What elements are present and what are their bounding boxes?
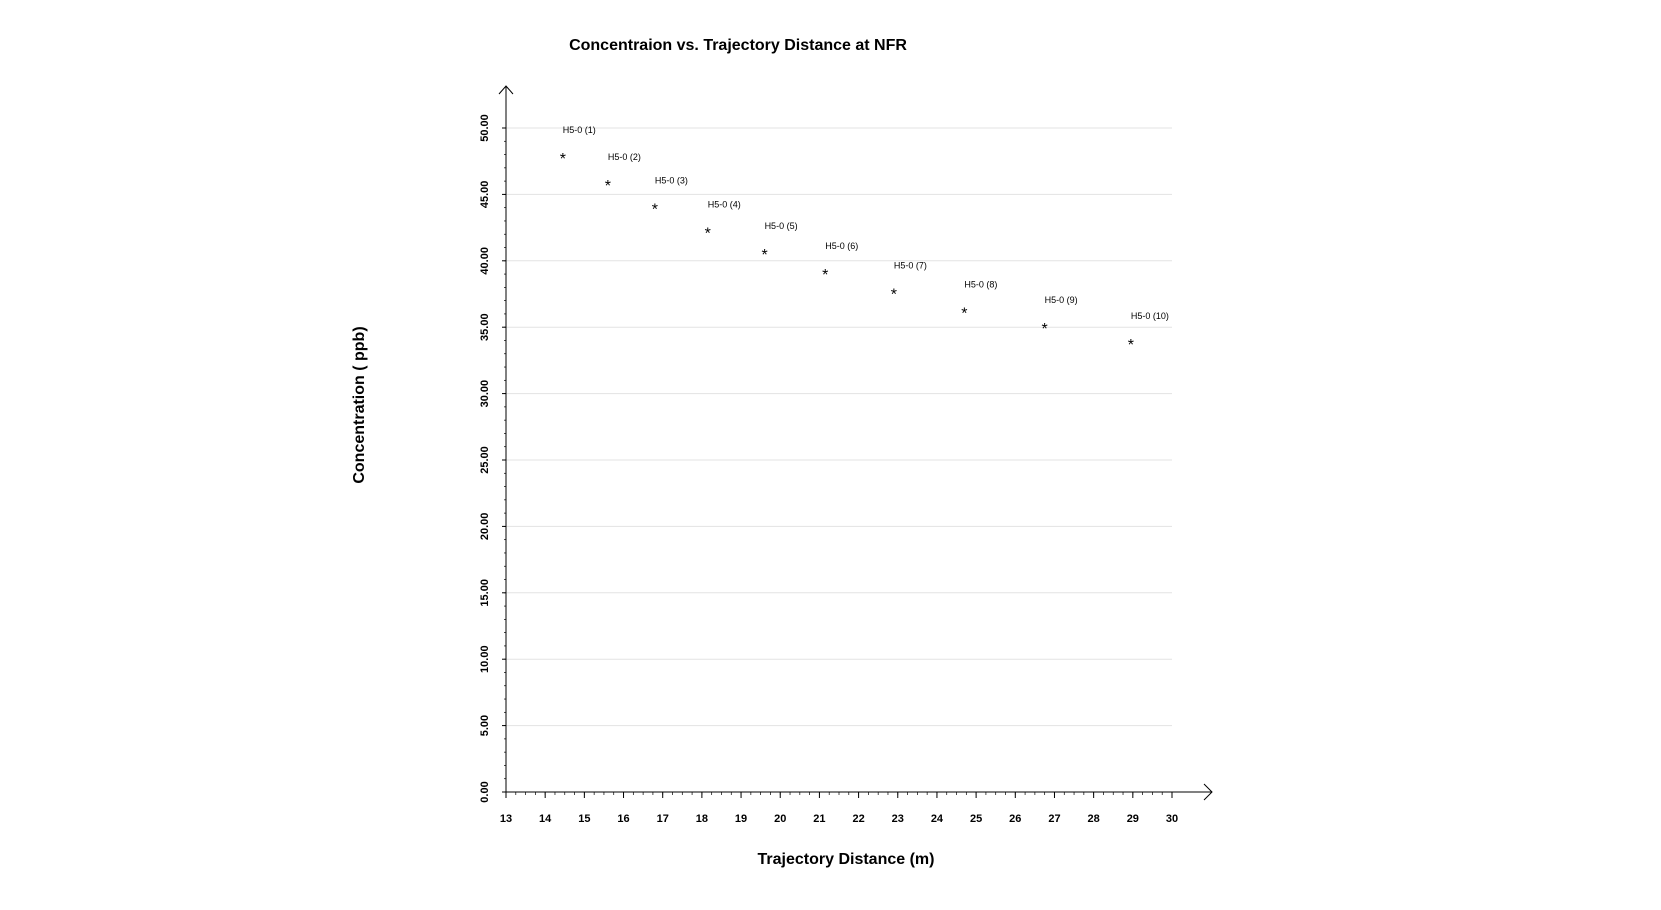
data-point: * xyxy=(605,178,611,195)
x-tick-label: 27 xyxy=(1048,813,1060,825)
data-point: * xyxy=(822,267,828,284)
x-tick-label: 24 xyxy=(931,813,944,825)
data-point: * xyxy=(1042,321,1048,338)
data-point: * xyxy=(891,287,897,304)
x-tick-label: 16 xyxy=(617,813,629,825)
data-label: H5-0 (4) xyxy=(708,200,741,210)
x-tick-label: 28 xyxy=(1088,813,1100,825)
x-tick-label: 18 xyxy=(696,813,708,825)
x-tick-label: 20 xyxy=(774,813,786,825)
x-tick-label: 14 xyxy=(539,813,552,825)
x-tick-label: 13 xyxy=(500,813,512,825)
data-point: * xyxy=(560,151,566,168)
x-tick-label: 17 xyxy=(657,813,669,825)
x-tick-label: 30 xyxy=(1166,813,1178,825)
data-point: * xyxy=(705,226,711,243)
data-label: H5-0 (1) xyxy=(563,125,596,135)
x-ticks: 13 14 15 16 17 18 19 20 21 22 23 24 25 26 27 28 29 30 xyxy=(500,792,1178,825)
y-tick-label: 15.00 xyxy=(479,579,491,607)
x-axis-arrow xyxy=(1203,783,1213,801)
y-ticks: 0.00 5.00 10.00 15.00 20.00 25.00 30.00 35.00 40… xyxy=(479,114,506,803)
data-label: H5-0 (3) xyxy=(655,176,688,186)
x-tick-label: 15 xyxy=(578,813,590,825)
data-point: * xyxy=(961,305,967,322)
data-label: H5-0 (2) xyxy=(608,152,641,162)
y-axis-arrow xyxy=(498,85,514,95)
y-tick-label: 30.00 xyxy=(479,380,491,408)
data-point: * xyxy=(761,247,767,264)
y-tick-label: 40.00 xyxy=(479,247,491,275)
y-axis-title: Concentration ( ppb) xyxy=(351,326,368,483)
x-tick-label: 26 xyxy=(1009,813,1021,825)
chart-title: Concentraion vs. Trajectory Distance at … xyxy=(569,37,907,54)
x-tick-label: 23 xyxy=(892,813,904,825)
data-label: H5-0 (7) xyxy=(894,261,927,271)
y-tick-label: 10.00 xyxy=(479,645,491,673)
y-tick-label: 20.00 xyxy=(479,513,491,541)
data-points: * H5-0 (1) * H5-0 (2) * H5-0 (3) * H5-0 (4) * H5-… xyxy=(560,125,1169,354)
data-point: * xyxy=(1128,337,1134,354)
y-tick-label: 50.00 xyxy=(479,114,491,142)
data-point: * xyxy=(652,202,658,219)
y-tick-label: 35.00 xyxy=(479,313,491,341)
data-label: H5-0 (8) xyxy=(964,279,997,289)
y-tick-label: 25.00 xyxy=(479,446,491,474)
x-tick-label: 25 xyxy=(970,813,982,825)
x-tick-label: 21 xyxy=(813,813,825,825)
x-axis-title: Trajectory Distance (m) xyxy=(758,851,935,868)
y-tick-label: 45.00 xyxy=(479,181,491,209)
data-label: H5-0 (9) xyxy=(1045,295,1078,305)
x-tick-label: 22 xyxy=(852,813,864,825)
data-label: H5-0 (10) xyxy=(1131,311,1169,321)
x-tick-label: 29 xyxy=(1127,813,1139,825)
y-tick-label: 5.00 xyxy=(479,715,491,736)
y-tick-label: 0.00 xyxy=(479,781,491,802)
data-label: H5-0 (6) xyxy=(825,241,858,251)
gridlines xyxy=(506,127,1172,727)
x-tick-label: 19 xyxy=(735,813,747,825)
data-label: H5-0 (5) xyxy=(765,221,798,231)
